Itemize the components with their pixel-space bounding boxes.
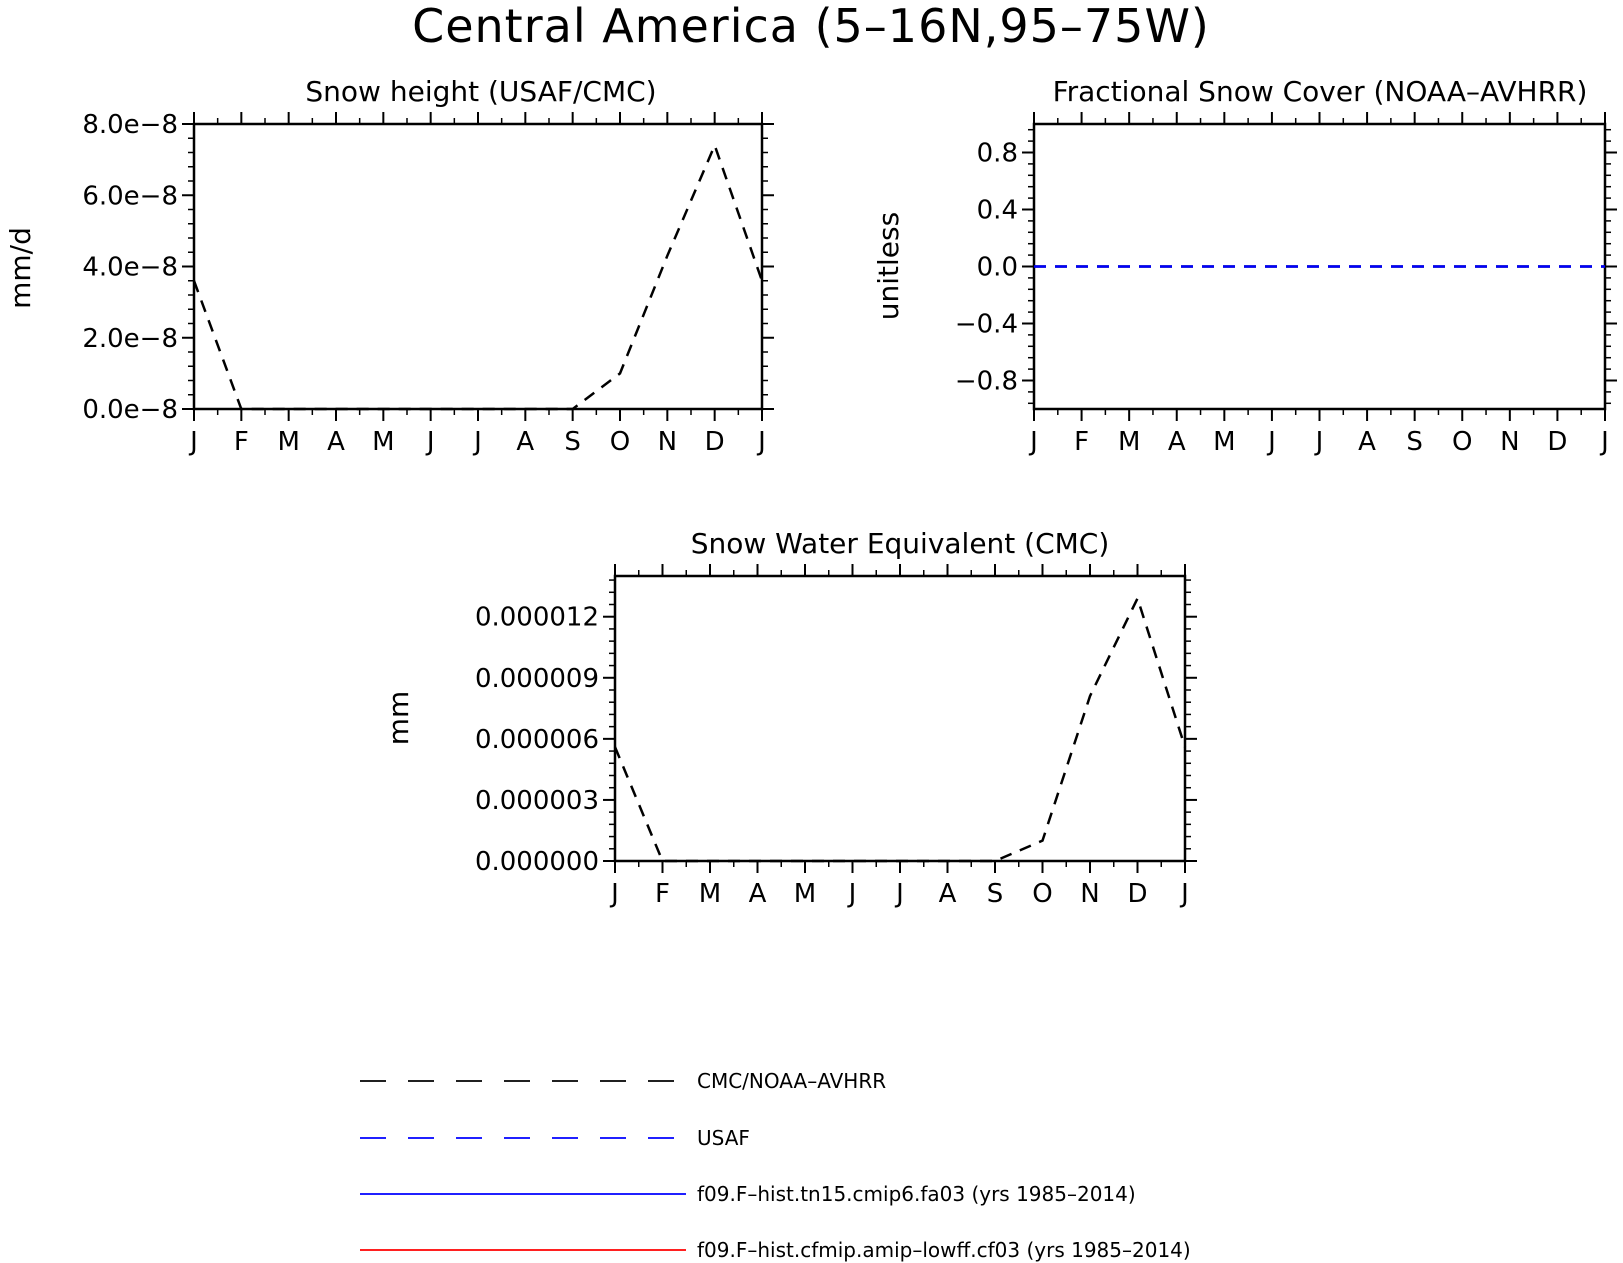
x-tick-label: J — [1028, 427, 1038, 457]
x-tick-label: A — [749, 879, 767, 909]
x-tick-label: A — [327, 427, 345, 457]
x-tick-label: F — [234, 427, 249, 457]
x-tick-label: J — [847, 879, 857, 909]
plot-frame — [613, 574, 1187, 863]
x-tick-label: O — [1452, 427, 1472, 457]
x-tick-label: O — [1032, 879, 1052, 909]
x-tick-label: S — [987, 879, 1004, 909]
x-tick-label: A — [516, 427, 534, 457]
x-tick-label: S — [1406, 427, 1423, 457]
x-tick-label: J — [1179, 879, 1189, 909]
legend-label-model-tn15: f09.F–hist.tn15.cmip6.fa03 (yrs 1985–201… — [697, 1182, 1136, 1206]
y-axis-label-fractional-snow-cover: unitless — [872, 212, 905, 320]
x-tick-label: D — [705, 427, 725, 457]
x-tick-label: S — [564, 427, 581, 457]
y-tick-label: 2.0e−8 — [82, 324, 178, 354]
x-tick-label: J — [609, 879, 619, 909]
series-line-snow-height-0 — [192, 141, 764, 411]
plot-frame — [192, 122, 764, 411]
y-tick-label: 0.000000 — [475, 847, 599, 877]
x-tick-label: J — [425, 427, 435, 457]
x-tick-label: A — [939, 879, 957, 909]
legend-entry-model-tn15: f09.F–hist.tn15.cmip6.fa03 (yrs 1985–201… — [360, 1182, 1136, 1206]
panel-title-fractional-snow-cover: Fractional Snow Cover (NOAA–AVHRR) — [1053, 75, 1588, 108]
y-tick-label: 0.0e−8 — [82, 395, 178, 425]
x-tick-label: N — [658, 427, 677, 457]
y-tick-label: 0.000003 — [475, 786, 599, 816]
x-tick-label: O — [610, 427, 630, 457]
x-tick-label: J — [894, 879, 904, 909]
x-tick-label: J — [188, 427, 198, 457]
y-axis-label-snow-water-equivalent: mm — [382, 691, 415, 746]
figure-title: Central America (5–16N,95–75W) — [412, 0, 1210, 53]
x-tick-label: M — [372, 427, 394, 457]
y-tick-label: 0.8 — [977, 139, 1018, 169]
panel-title-snow-height: Snow height (USAF/CMC) — [305, 75, 656, 108]
x-tick-label: J — [472, 427, 482, 457]
x-tick-label: M — [794, 879, 816, 909]
x-tick-label: D — [1127, 879, 1147, 909]
legend-entry-model-lowff: f09.F–hist.cfmip.amip–lowff.cf03 (yrs 19… — [360, 1238, 1191, 1262]
y-tick-label: 0.000009 — [475, 664, 599, 694]
legend-label-model-lowff: f09.F–hist.cfmip.amip–lowff.cf03 (yrs 19… — [697, 1238, 1191, 1262]
y-tick-label: 4.0e−8 — [82, 253, 178, 283]
legend-entry-cmc: CMC/NOAA–AVHRR — [360, 1069, 886, 1093]
x-tick-label: F — [1074, 427, 1089, 457]
legend-label-cmc: CMC/NOAA–AVHRR — [697, 1069, 886, 1093]
panel-title-snow-water-equivalent: Snow Water Equivalent (CMC) — [691, 527, 1110, 560]
x-tick-label: J — [1599, 427, 1609, 457]
panel-fractional-snow-cover: Fractional Snow Cover (NOAA–AVHRR) unitl… — [872, 75, 1617, 457]
y-tick-label: 8.0e−8 — [82, 110, 178, 140]
x-tick-label: A — [1358, 427, 1376, 457]
legend-entry-usaf: USAF — [360, 1126, 750, 1150]
y-tick-label: 0.000006 — [475, 725, 599, 755]
y-tick-label: −0.4 — [955, 310, 1018, 340]
y-axis-label-snow-height: mm/d — [4, 227, 37, 309]
x-tick-label: F — [655, 879, 670, 909]
y-tick-label: 0.000012 — [475, 603, 599, 633]
x-tick-label: J — [1314, 427, 1324, 457]
x-tick-label: N — [1500, 427, 1519, 457]
x-tick-label: D — [1547, 427, 1567, 457]
x-tick-label: A — [1168, 427, 1186, 457]
legend: CMC/NOAA–AVHRR USAF f09.F–hist.tn15.cmip… — [360, 1069, 1191, 1262]
legend-label-usaf: USAF — [697, 1126, 750, 1150]
x-tick-label: J — [1266, 427, 1276, 457]
series-line-snow-water-equivalent-0 — [613, 595, 1187, 863]
x-tick-label: N — [1080, 879, 1099, 909]
y-tick-label: −0.8 — [955, 367, 1018, 397]
x-tick-label: M — [699, 879, 721, 909]
y-tick-label: 6.0e−8 — [82, 181, 178, 211]
x-tick-label: J — [756, 427, 766, 457]
x-tick-label: M — [1118, 427, 1140, 457]
x-tick-label: M — [277, 427, 299, 457]
y-tick-label: 0.4 — [977, 196, 1018, 226]
y-tick-label: 0.0 — [977, 253, 1018, 283]
x-tick-label: M — [1213, 427, 1235, 457]
